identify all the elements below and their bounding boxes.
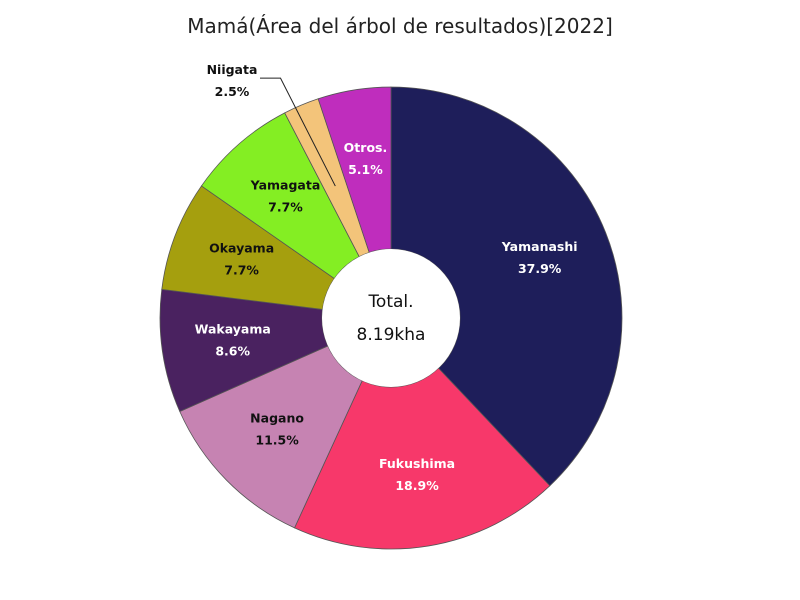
- slice-value-niigata: 2.5%: [215, 84, 250, 99]
- slice-value-otros: 5.1%: [348, 162, 383, 177]
- chart-title: Mamá(Área del árbol de resultados)[2022]: [187, 14, 613, 38]
- slice-name-okayama: Okayama: [209, 241, 274, 256]
- slice-value-okayama: 7.7%: [224, 263, 259, 278]
- slice-name-fukushima: Fukushima: [379, 456, 455, 471]
- center-value: 8.19kha: [357, 325, 426, 345]
- slice-name-yamanashi: Yamanashi: [501, 239, 578, 254]
- donut-hole: [322, 249, 460, 387]
- labels-group: Yamanashi 37.9% Fukushima 18.9% Nagano 11.5% W…: [195, 62, 578, 493]
- slice-name-wakayama: Wakayama: [195, 321, 271, 336]
- slice-value-yamanashi: 37.9%: [518, 261, 562, 276]
- callout-line-niigata: [260, 77, 336, 187]
- slices-group: [159, 86, 623, 550]
- slice-value-nagano: 11.5%: [255, 432, 299, 447]
- slice-name-otros: Otros.: [344, 140, 388, 155]
- slice-value-fukushima: 18.9%: [395, 478, 439, 493]
- slice-value-wakayama: 8.6%: [215, 343, 250, 358]
- slice-name-niigata: Niigata: [207, 62, 258, 77]
- center-label: Total.: [367, 292, 413, 312]
- slice-name-nagano: Nagano: [250, 410, 304, 425]
- slice-name-yamagata: Yamagata: [250, 178, 321, 193]
- slice-value-yamagata: 7.7%: [268, 200, 303, 215]
